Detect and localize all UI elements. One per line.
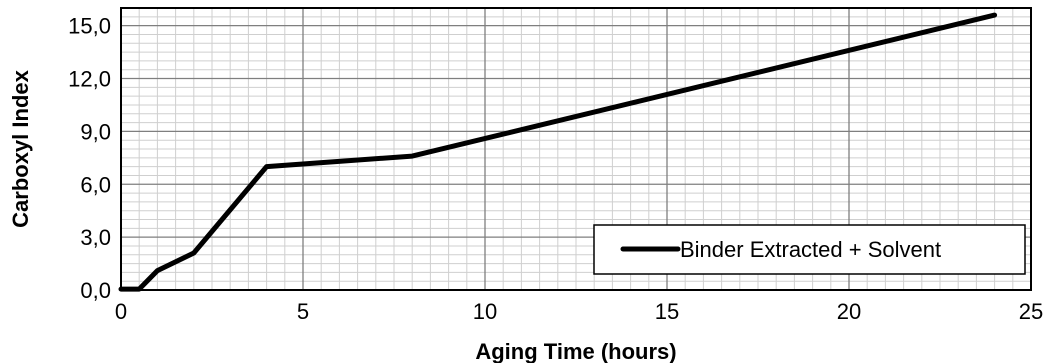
- x-tick-label: 15: [655, 299, 679, 324]
- series-line-binder-extracted-solvent: [118, 12, 998, 292]
- x-tick-label: 25: [1019, 299, 1043, 324]
- y-tick-label: 0,0: [80, 278, 111, 303]
- x-tick-label: 5: [297, 299, 309, 324]
- x-tick-label: 10: [473, 299, 497, 324]
- y-tick-label: 15,0: [68, 14, 111, 39]
- plot-area-frame: [120, 7, 1032, 291]
- x-tick-label: 0: [115, 299, 127, 324]
- legend-label: Binder Extracted + Solvent: [680, 237, 941, 262]
- y-tick-label: 9,0: [80, 119, 111, 144]
- y-tick-label: 3,0: [80, 225, 111, 250]
- x-axis-ticks: 0 5 10 15 20 25: [115, 299, 1043, 324]
- y-axis-ticks: 0,0 3,0 6,0 9,0 12,0 15,0: [68, 14, 111, 303]
- series-layer: [118, 12, 998, 292]
- y-tick-label: 6,0: [80, 172, 111, 197]
- y-axis-label: Carboxyl Index: [8, 69, 33, 227]
- x-tick-label: 20: [837, 299, 861, 324]
- y-tick-label: 12,0: [68, 67, 111, 92]
- x-axis-label: Aging Time (hours): [475, 339, 676, 363]
- legend: Binder Extracted + Solvent: [593, 224, 1026, 275]
